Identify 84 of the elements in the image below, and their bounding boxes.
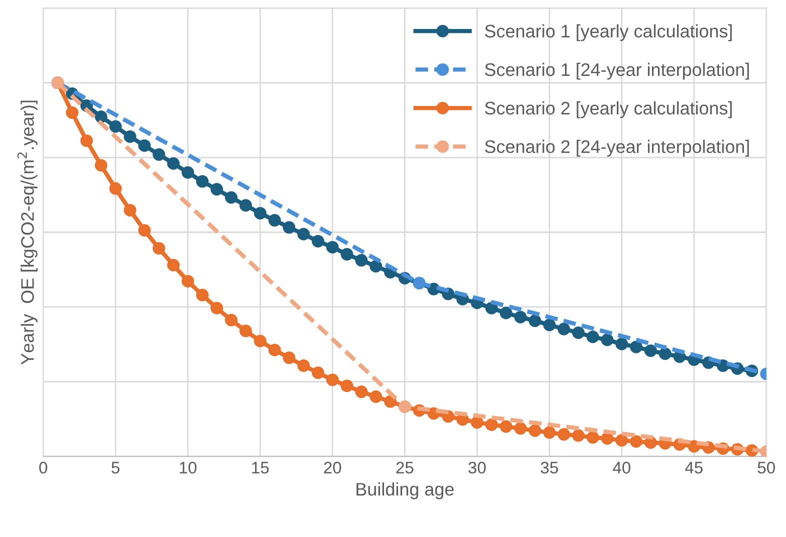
point <box>196 288 209 302</box>
point <box>80 134 93 147</box>
x-tick-label: 5 <box>112 462 120 474</box>
point <box>572 429 585 442</box>
x-tick-label: 45 <box>685 462 703 474</box>
x-tick-label: 15 <box>252 462 269 474</box>
point <box>543 318 556 332</box>
point <box>182 166 194 179</box>
legend-label: Scenario 1 [yearly calculations] <box>484 24 732 42</box>
point <box>601 334 614 346</box>
point <box>94 110 108 124</box>
point <box>384 395 397 408</box>
x-tick-label: 50 <box>758 462 775 474</box>
point <box>196 175 209 188</box>
point <box>254 206 266 220</box>
point <box>109 182 122 195</box>
point <box>182 274 194 288</box>
point <box>470 416 484 429</box>
point <box>268 214 281 227</box>
point <box>586 330 600 344</box>
point <box>586 431 600 444</box>
point <box>558 322 570 336</box>
x-tick-label: 35 <box>540 462 558 474</box>
x-tick-label: 30 <box>468 462 486 474</box>
point <box>254 334 266 348</box>
point <box>500 306 512 320</box>
point <box>210 183 224 196</box>
point <box>355 254 368 267</box>
point <box>124 204 136 216</box>
point <box>630 435 642 448</box>
point <box>239 199 252 212</box>
point <box>297 228 310 240</box>
point <box>124 130 136 143</box>
point <box>658 347 672 360</box>
point <box>514 310 527 324</box>
point <box>326 240 339 254</box>
point <box>528 314 542 328</box>
point <box>210 302 224 314</box>
point <box>167 157 180 170</box>
point <box>152 242 166 255</box>
y-axis-title: Yearly OE [kgCO2-eq/(m$^{2}$.year)] <box>17 100 38 365</box>
point <box>572 326 585 340</box>
point <box>370 260 382 273</box>
x-axis-title: Building age <box>356 482 454 500</box>
x-tick-label: 25 <box>396 462 414 474</box>
point <box>615 338 628 350</box>
point <box>514 422 527 435</box>
x-tick-label: 20 <box>324 462 342 474</box>
point <box>370 390 382 403</box>
point <box>326 374 339 386</box>
point <box>224 191 238 204</box>
legend-label: Scenario 1 [24-year interpolation] <box>484 62 749 80</box>
point <box>66 106 78 119</box>
x-tick-label: 40 <box>612 462 630 474</box>
point <box>558 428 570 441</box>
point <box>268 344 281 356</box>
point <box>297 359 310 372</box>
point <box>485 418 498 431</box>
point <box>138 224 151 237</box>
point <box>500 420 512 433</box>
legend-label: Scenario 2 [yearly calculations] <box>484 101 732 118</box>
point <box>615 434 628 447</box>
point <box>224 314 238 326</box>
point <box>239 324 252 338</box>
point <box>167 258 180 272</box>
point <box>282 221 296 234</box>
point <box>340 248 354 261</box>
point <box>138 139 151 152</box>
point <box>282 352 296 364</box>
point <box>152 148 166 161</box>
point <box>355 386 368 398</box>
point <box>528 424 542 437</box>
point <box>630 340 642 354</box>
point <box>543 426 556 439</box>
point <box>109 120 122 133</box>
point <box>94 159 108 172</box>
point <box>340 380 354 392</box>
x-tick-label: 0 <box>39 462 48 474</box>
legend-label: Scenario 2 [24-year interpolation] <box>484 140 749 157</box>
x-tick-label: 10 <box>180 462 196 474</box>
point <box>312 234 324 248</box>
point <box>312 366 324 379</box>
point <box>601 432 614 445</box>
point <box>644 344 657 357</box>
